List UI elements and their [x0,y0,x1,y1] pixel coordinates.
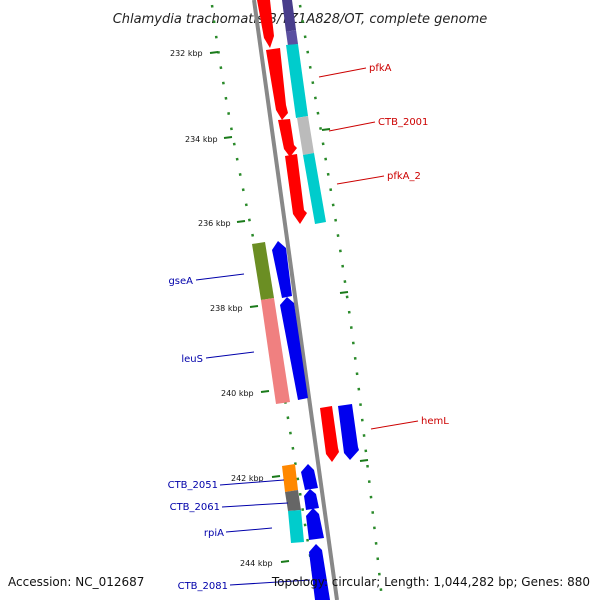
map-title: Chlamydia trachomatis B/TZ1A828/OT, comp… [113,12,488,27]
gene-arrow-reverse[interactable] [306,508,324,540]
tick-label: 234 kbp [185,135,218,144]
gene-arrow-reverse[interactable] [272,241,292,298]
gene-label-pfkA[interactable]: pfkA [369,63,392,74]
gene-arrow-forward[interactable] [257,0,274,48]
tick-label: 236 kbp [198,219,231,228]
tick-mark [209,51,219,54]
cog-bar-gray[interactable] [297,116,314,155]
tick-mark [271,475,281,478]
genome-summary-text: Topology: circular; Length: 1,044,282 bp… [271,575,590,589]
gene-arrow-reverse[interactable] [309,544,330,600]
cog-bar-cyan[interactable] [303,153,326,224]
leader-line-leuS [205,351,255,359]
leader-line-rpiA [225,527,273,533]
tick-mark [260,390,270,393]
gene-label-rpiA[interactable]: rpiA [204,528,224,539]
gene-arrow-forward[interactable] [338,404,359,460]
cog-bar-olive[interactable] [252,242,274,300]
tick-labels: 232 kbp 234 kbp 236 kbp 238 kbp 240 kbp … [170,49,273,568]
genome-backbone [252,0,339,600]
gene-labels: pfkA CTB_2001 pfkA_2 gseA leuS hemL CTB_… [168,63,450,592]
tick-mark [223,136,233,139]
tick-marks [209,51,369,563]
leader-line-pfkA_2 [336,175,385,185]
gene-arrow-reverse[interactable] [280,297,308,400]
cog-bar-slate[interactable] [282,0,296,32]
cog-bar-darkgray[interactable] [285,490,301,511]
gene-arrow-reverse[interactable] [301,464,318,490]
leader-line-gseA [195,273,245,281]
gene-features [252,0,359,600]
cog-bar-slate[interactable] [286,30,298,46]
leader-line-CTB_2081 [229,579,311,586]
leader-line-hemL [370,420,419,430]
gene-label-leuS[interactable]: leuS [181,354,203,365]
gene-arrow-forward[interactable] [278,119,297,157]
leader-line-pfkA [318,67,367,78]
gene-label-gseA[interactable]: gseA [168,276,193,287]
gene-arrow-reverse[interactable] [304,489,319,510]
gene-arrow-forward[interactable] [320,406,339,462]
tick-label: 238 kbp [210,304,243,313]
tick-mark [359,459,369,462]
cog-bar-cyan[interactable] [286,44,308,118]
gene-arrow-forward[interactable] [266,48,288,120]
gene-label-hemL[interactable]: hemL [421,416,449,427]
tick-label: 244 kbp [240,559,273,568]
gene-arrow-forward[interactable] [285,154,307,224]
tick-label: 240 kbp [221,389,254,398]
gene-label-pfkA_2[interactable]: pfkA_2 [387,171,421,182]
tick-mark [321,128,331,131]
cog-bar-cyan[interactable] [288,510,304,543]
tick-mark [249,305,259,308]
tick-mark [280,560,290,563]
tick-label: 242 kbp [231,474,264,483]
gene-label-CTB_2081[interactable]: CTB_2081 [178,581,228,592]
cog-bar-orange[interactable] [282,464,298,492]
cog-bar-salmon[interactable] [261,298,290,404]
leader-line-CTB_2001 [328,121,376,132]
leader-line-CTB_2061 [221,502,289,508]
leader-line-CTB_2051 [219,479,285,486]
tick-mark [339,291,349,294]
gene-label-CTB_2001[interactable]: CTB_2001 [378,117,428,128]
gene-label-CTB_2061[interactable]: CTB_2061 [170,502,220,513]
tick-mark [236,220,246,223]
gene-label-CTB_2051[interactable]: CTB_2051 [168,480,218,491]
tick-label: 232 kbp [170,49,203,58]
accession-text: Accession: NC_012687 [8,575,144,589]
label-leaders [195,67,419,586]
